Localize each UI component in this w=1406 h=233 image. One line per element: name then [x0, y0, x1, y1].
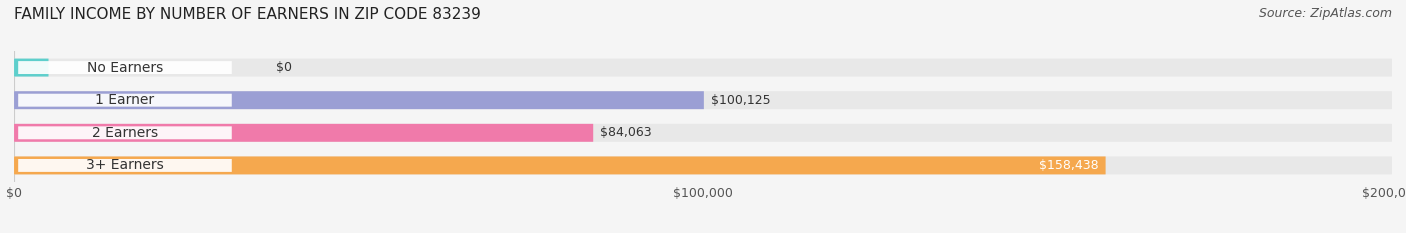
FancyBboxPatch shape: [18, 61, 232, 74]
FancyBboxPatch shape: [14, 157, 1105, 174]
FancyBboxPatch shape: [14, 58, 48, 76]
FancyBboxPatch shape: [14, 124, 593, 142]
Text: Source: ZipAtlas.com: Source: ZipAtlas.com: [1258, 7, 1392, 20]
Text: No Earners: No Earners: [87, 61, 163, 75]
Text: 2 Earners: 2 Earners: [91, 126, 157, 140]
Text: $158,438: $158,438: [1039, 159, 1098, 172]
FancyBboxPatch shape: [14, 124, 1392, 142]
Text: $100,125: $100,125: [711, 94, 770, 107]
Text: $0: $0: [276, 61, 292, 74]
Text: $84,063: $84,063: [600, 126, 652, 139]
FancyBboxPatch shape: [14, 91, 1392, 109]
Text: 1 Earner: 1 Earner: [96, 93, 155, 107]
Text: 3+ Earners: 3+ Earners: [86, 158, 165, 172]
FancyBboxPatch shape: [14, 91, 704, 109]
FancyBboxPatch shape: [18, 126, 232, 139]
FancyBboxPatch shape: [14, 157, 1392, 174]
Text: FAMILY INCOME BY NUMBER OF EARNERS IN ZIP CODE 83239: FAMILY INCOME BY NUMBER OF EARNERS IN ZI…: [14, 7, 481, 22]
FancyBboxPatch shape: [18, 159, 232, 172]
FancyBboxPatch shape: [18, 94, 232, 107]
FancyBboxPatch shape: [14, 58, 1392, 76]
